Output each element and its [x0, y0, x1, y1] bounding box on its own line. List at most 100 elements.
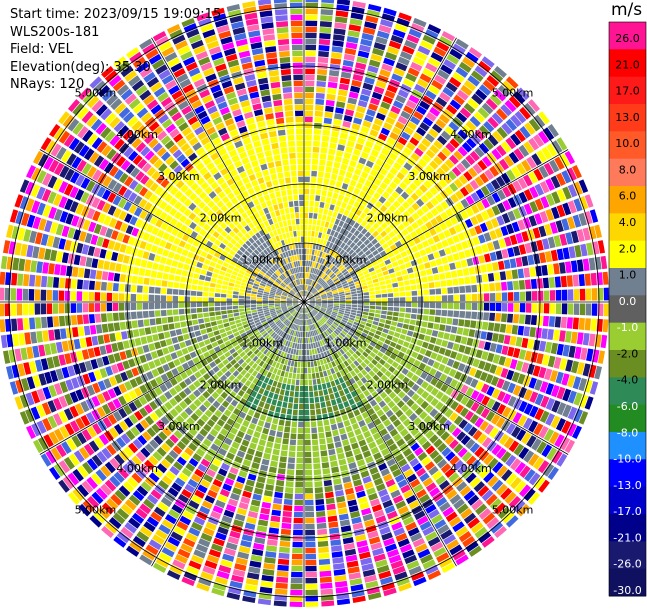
velocity-cell — [202, 565, 216, 575]
velocity-cell — [308, 285, 311, 292]
velocity-cell — [506, 223, 515, 235]
velocity-cell — [469, 150, 480, 162]
velocity-cell — [301, 313, 303, 320]
velocity-cell — [127, 476, 139, 488]
velocity-cell — [311, 439, 319, 446]
velocity-cell — [452, 343, 460, 352]
velocity-cell — [373, 192, 381, 200]
velocity-cell — [312, 255, 317, 262]
velocity-cell — [397, 505, 409, 515]
velocity-cell — [305, 32, 317, 39]
velocity-cell — [323, 284, 329, 289]
velocity-cell — [310, 287, 315, 293]
velocity-cell — [224, 387, 232, 395]
velocity-cell — [382, 499, 393, 509]
velocity-cell — [269, 345, 275, 352]
velocity-cell — [553, 356, 562, 369]
velocity-cell — [191, 284, 198, 291]
velocity-cell — [336, 397, 342, 404]
velocity-cell — [387, 306, 394, 311]
velocity-cell — [241, 406, 249, 414]
velocity-cell — [248, 566, 261, 574]
velocity-cell — [258, 367, 265, 375]
velocity-cell — [452, 549, 466, 561]
velocity-cell — [353, 254, 360, 261]
velocity-cell — [524, 314, 532, 325]
velocity-cell — [528, 118, 541, 132]
velocity-cell — [389, 181, 398, 190]
velocity-cell — [477, 360, 486, 370]
velocity-cell — [287, 341, 291, 348]
velocity-cell — [338, 334, 344, 340]
velocity-cell — [443, 366, 452, 375]
velocity-cell — [315, 104, 324, 111]
velocity-cell — [480, 185, 490, 197]
velocity-cell — [453, 310, 460, 318]
velocity-cell — [353, 479, 363, 487]
velocity-cell — [346, 358, 353, 365]
velocity-cell — [317, 540, 329, 547]
velocity-cell — [264, 447, 273, 454]
velocity-cell — [275, 479, 285, 487]
velocity-cell — [339, 304, 346, 307]
velocity-cell — [300, 319, 303, 326]
velocity-cell — [541, 354, 550, 366]
velocity-cell — [270, 386, 276, 393]
velocity-cell — [343, 444, 352, 452]
velocity-cell — [61, 340, 69, 352]
velocity-cell — [412, 131, 423, 142]
velocity-cell — [48, 263, 55, 275]
velocity-cell — [525, 291, 532, 301]
velocity-cell — [364, 481, 374, 490]
velocity-cell — [486, 74, 500, 87]
velocity-cell — [305, 313, 308, 320]
velocity-cell — [540, 395, 550, 408]
velocity-cell — [238, 502, 249, 510]
velocity-cell — [304, 194, 310, 201]
velocity-cell — [330, 340, 336, 347]
velocity-cell — [360, 171, 369, 179]
velocity-cell — [269, 521, 280, 529]
velocity-cell — [213, 251, 221, 258]
velocity-cell — [407, 380, 415, 388]
velocity-cell — [449, 154, 459, 165]
velocity-cell — [373, 264, 381, 270]
velocity-cell — [178, 308, 185, 315]
velocity-cell — [475, 503, 488, 516]
velocity-cell — [118, 467, 130, 479]
velocity-cell — [408, 565, 422, 576]
velocity-cell — [326, 503, 336, 511]
velocity-cell — [311, 280, 315, 286]
velocity-cell — [360, 253, 367, 260]
velocity-cell — [492, 461, 504, 474]
velocity-cell — [118, 485, 131, 497]
velocity-cell — [333, 345, 339, 352]
velocity-cell — [247, 473, 257, 481]
velocity-cell — [301, 349, 304, 356]
velocity-cell — [328, 448, 336, 456]
velocity-cell — [318, 45, 330, 52]
velocity-cell — [560, 316, 567, 329]
velocity-cell — [322, 370, 328, 377]
velocity-cell — [304, 307, 306, 314]
velocity-cell — [510, 458, 522, 471]
velocity-cell — [256, 299, 263, 302]
velocity-cell — [292, 317, 296, 323]
velocity-cell — [460, 336, 468, 345]
velocity-cell — [356, 289, 363, 294]
velocity-cell — [351, 6, 365, 15]
velocity-cell — [279, 323, 284, 329]
velocity-cell — [204, 322, 212, 328]
velocity-cell — [246, 516, 257, 525]
velocity-cell — [472, 236, 481, 246]
velocity-cell — [503, 259, 511, 270]
velocity-cell — [327, 515, 338, 523]
velocity-cell — [364, 260, 371, 266]
velocity-cell — [316, 522, 327, 530]
velocity-cell — [446, 358, 455, 367]
velocity-cell — [307, 325, 310, 332]
velocity-cell — [460, 384, 469, 394]
velocity-cell — [436, 167, 446, 177]
velocity-cell — [431, 330, 439, 337]
velocity-cell — [342, 251, 348, 258]
